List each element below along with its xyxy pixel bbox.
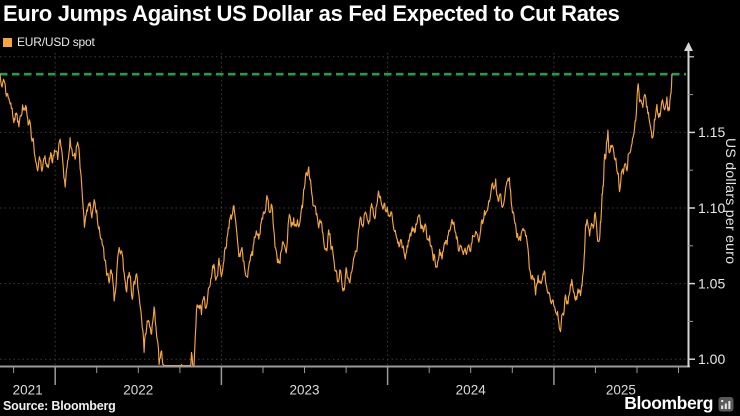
bloomberg-logo: Bloomberg [624,393,734,414]
y-tick-label: 1.15 [698,124,725,140]
y-axis-arrow-icon [684,42,693,51]
legend-swatch-icon [3,37,12,47]
chart-title: Euro Jumps Against US Dollar as Fed Expe… [3,1,620,26]
legend: EUR/USD spot [3,35,95,49]
legend-label: EUR/USD spot [17,35,95,49]
price-line [0,73,673,367]
x-year-label: 2025 [606,383,636,398]
bloomberg-chart-icon [718,396,734,411]
bloomberg-wordmark: Bloomberg [624,393,713,413]
x-year-label: 2022 [123,383,153,398]
x-year-label: 2021 [13,383,43,398]
source-note: Source: Bloomberg [3,399,116,413]
y-tick-label: 1.05 [698,275,725,291]
y-tick-label: 1.10 [698,200,725,216]
y-axis-title: US dollars per euro [723,138,739,265]
x-year-label: 2024 [456,383,487,398]
y-tick-label: 1.00 [698,351,725,367]
x-year-label: 2023 [289,383,319,398]
